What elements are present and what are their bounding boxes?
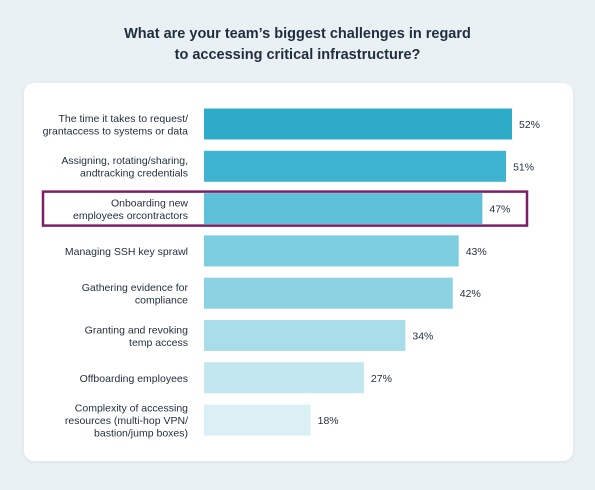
category-label-7: Complexity of accessing resources (multi-… bbox=[65, 403, 188, 440]
value-label-6: 27% bbox=[371, 373, 392, 385]
category-label-5: Granting and revoking temp access bbox=[85, 324, 188, 349]
bar-6 bbox=[204, 362, 364, 394]
value-label-3: 43% bbox=[466, 246, 487, 258]
bar-5 bbox=[204, 320, 406, 351]
value-label-2: 47% bbox=[489, 204, 510, 216]
category-label-2: Onboarding new employees orcontractors bbox=[73, 197, 188, 222]
category-label-6: Offboarding employees bbox=[80, 373, 188, 385]
value-label-5: 34% bbox=[412, 331, 433, 343]
bar-3 bbox=[204, 235, 459, 267]
category-label-line: Complexity of accessing bbox=[75, 403, 188, 415]
category-label-line: resources (multi-hop VPN/ bbox=[65, 415, 188, 427]
category-label-line: Granting and revoking bbox=[85, 324, 188, 336]
chart-title-line-1: What are your team’s biggest challenges … bbox=[124, 26, 471, 42]
category-label-line: grantaccess to systems or data bbox=[43, 125, 188, 137]
category-label-1: Assigning, rotating/sharing, andtracking … bbox=[61, 155, 188, 180]
chart-title: What are your team’s biggest challenges … bbox=[0, 24, 595, 66]
value-label-7: 18% bbox=[318, 415, 339, 427]
bar-4 bbox=[204, 277, 453, 309]
chart-card bbox=[24, 83, 573, 461]
highlight-box bbox=[41, 190, 529, 227]
category-label-line: Assigning, rotating/sharing, bbox=[61, 155, 188, 167]
category-label-line: Gathering evidence for bbox=[82, 282, 189, 294]
bar-2 bbox=[204, 193, 483, 225]
category-label-line: Offboarding employees bbox=[80, 373, 188, 385]
value-label-1: 51% bbox=[513, 161, 534, 173]
category-label-line: bastion/jump boxes) bbox=[94, 428, 188, 440]
category-label-line: temp access bbox=[129, 337, 188, 349]
category-label-line: employees orcontractors bbox=[73, 210, 188, 222]
value-label-4: 42% bbox=[460, 288, 481, 300]
category-label-line: andtracking credentials bbox=[80, 168, 188, 180]
category-label-line: Managing SSH key sprawl bbox=[65, 246, 188, 258]
bar-0 bbox=[204, 108, 512, 140]
category-label-line: The time it takes to request/ bbox=[58, 113, 188, 125]
category-label-line: Onboarding new bbox=[111, 197, 188, 209]
chart-title-line-2: to accessing critical infrastructure? bbox=[174, 47, 421, 63]
category-label-0: The time it takes to request/grantaccess… bbox=[43, 113, 188, 138]
value-label-0: 52% bbox=[519, 119, 540, 131]
category-label-line: compliance bbox=[135, 294, 188, 306]
bar-7 bbox=[204, 404, 311, 436]
category-label-3: Managing SSH key sprawl bbox=[65, 246, 188, 258]
bar-1 bbox=[204, 150, 507, 182]
category-label-4: Gathering evidence for compliance bbox=[82, 282, 189, 307]
